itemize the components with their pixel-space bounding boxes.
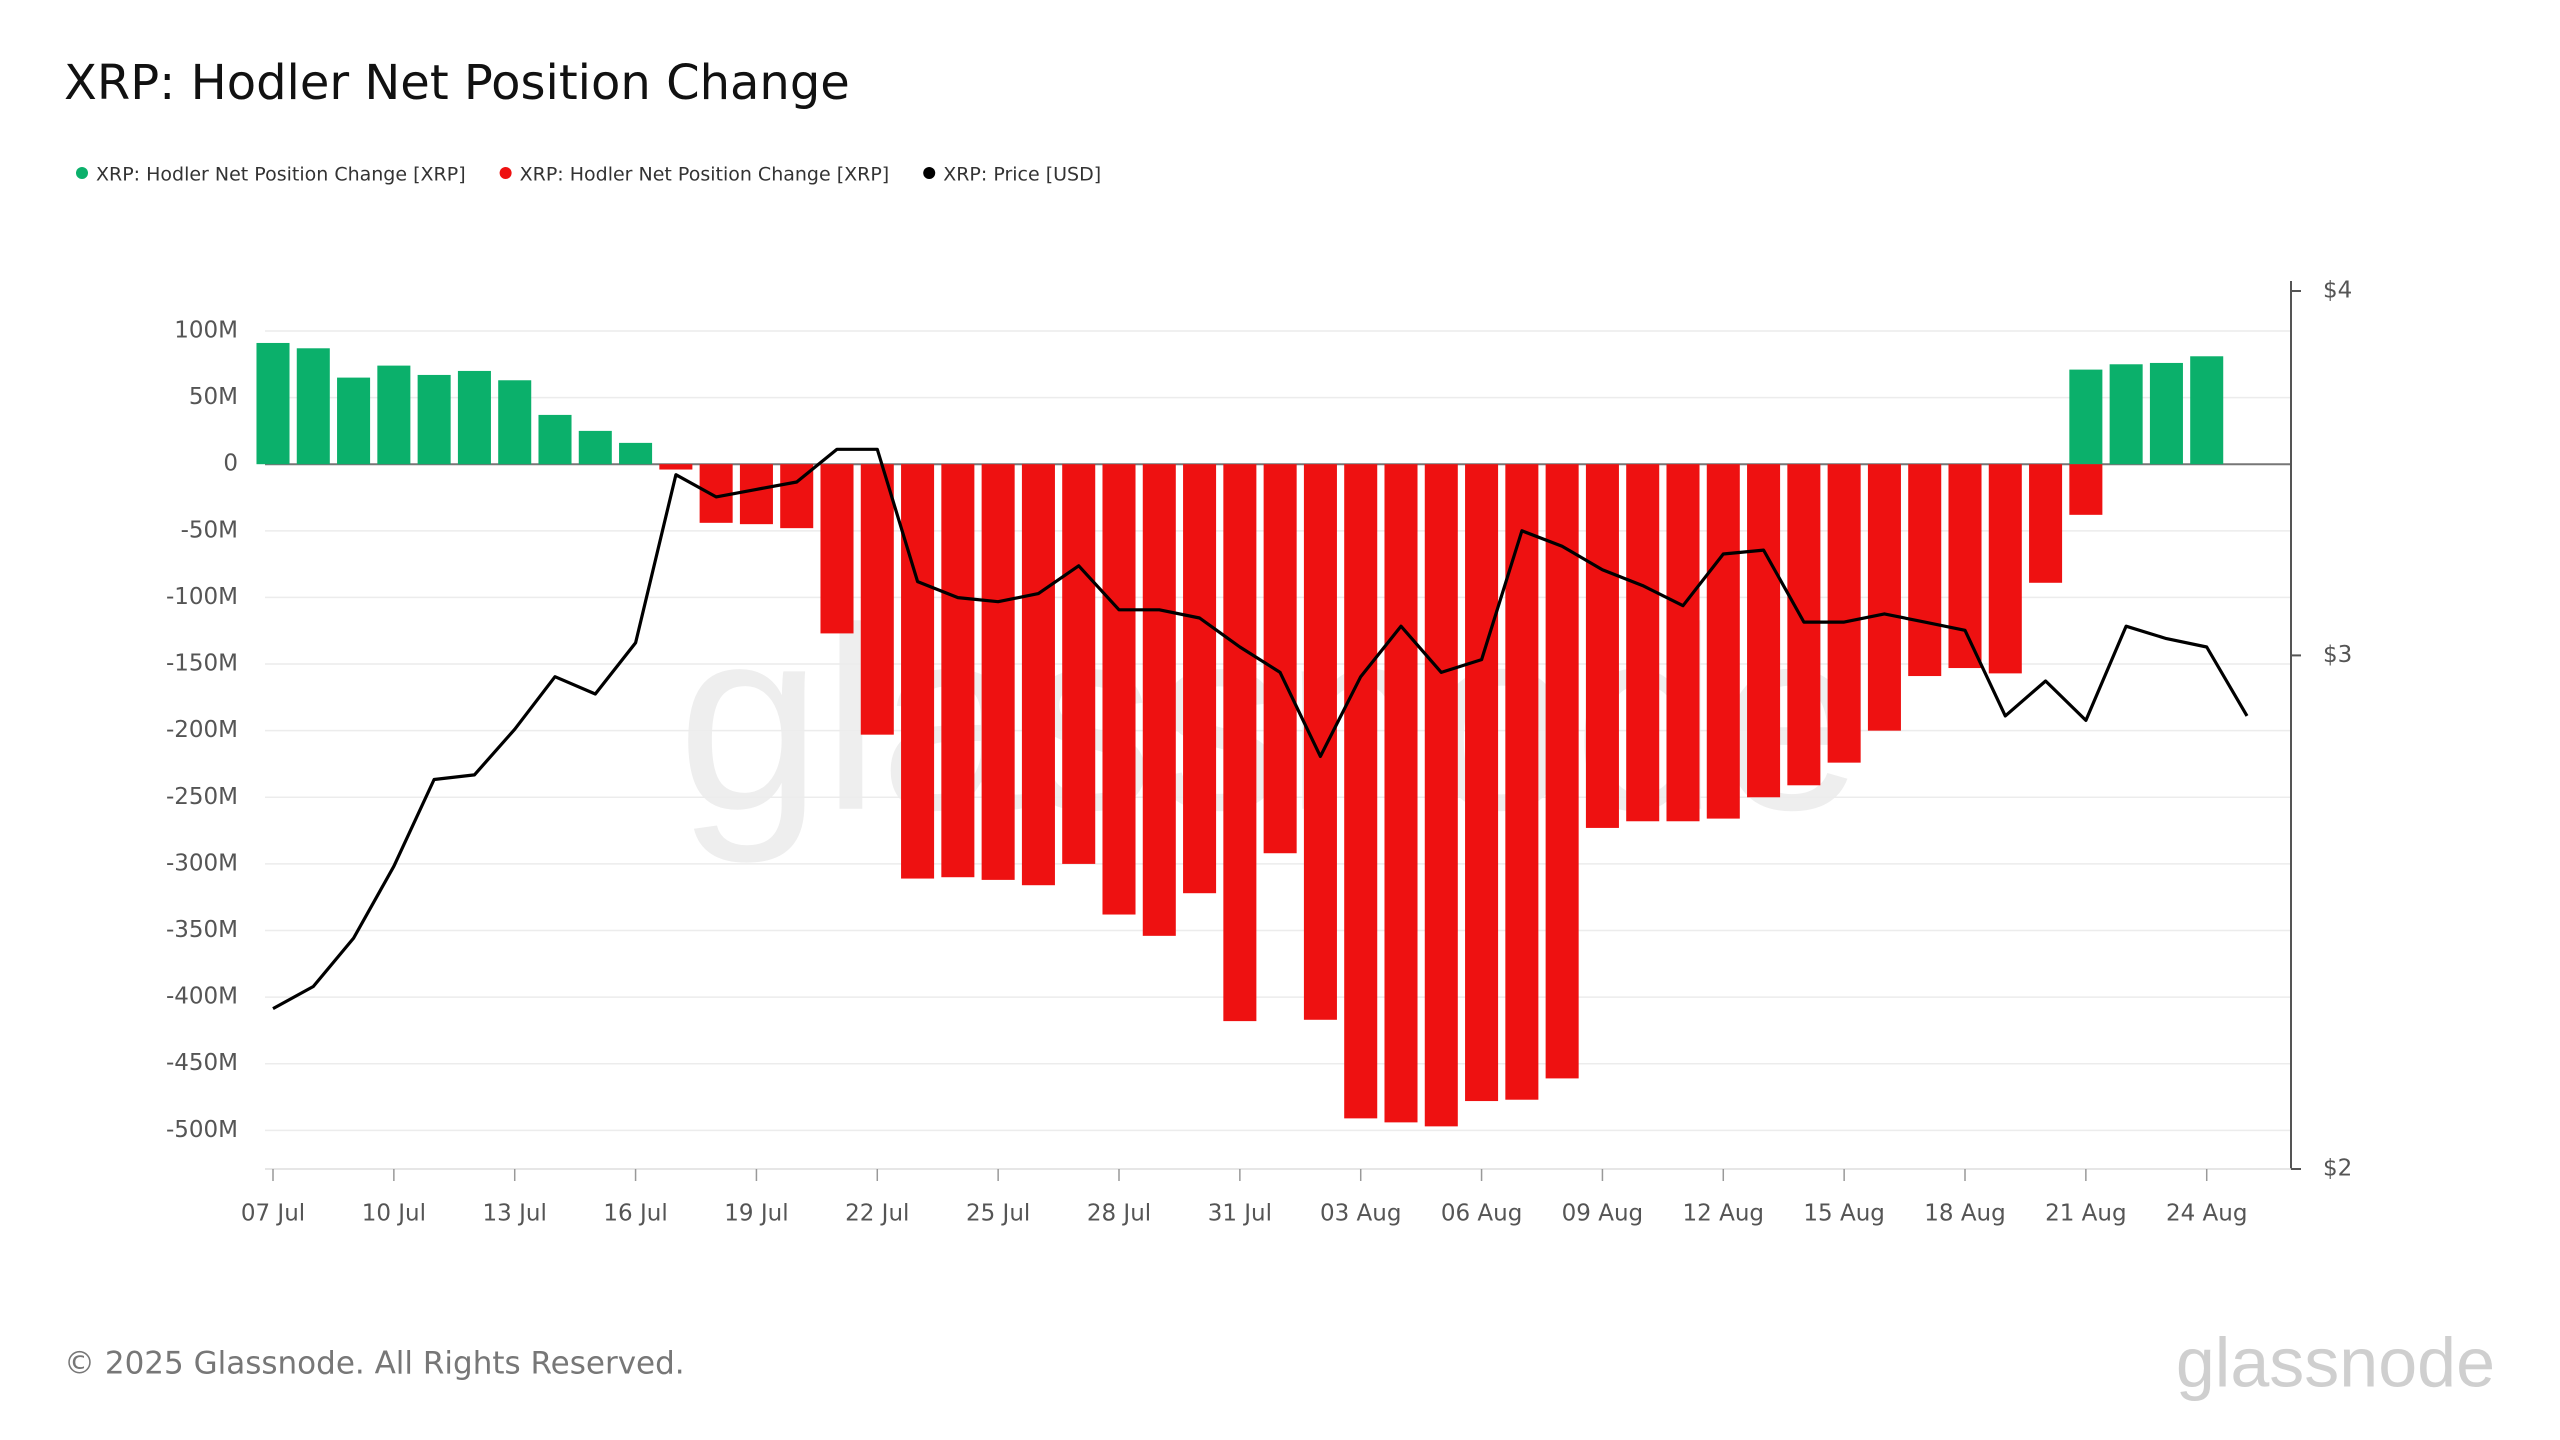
x-tick-label: 03 Aug (1320, 1201, 1402, 1227)
bar (1988, 464, 2022, 674)
bar (578, 430, 612, 465)
bar (1505, 464, 1539, 1100)
bar (457, 370, 491, 465)
bar (619, 442, 653, 465)
x-tick-label: 07 Jul (241, 1201, 305, 1227)
legend: XRP: Hodler Net Position Change [XRP] XRP… (76, 164, 1101, 186)
bar (2190, 356, 2224, 465)
legend-marker (76, 167, 88, 179)
y-tick-label: -250M (166, 784, 238, 810)
x-tick-label: 25 Jul (966, 1201, 1030, 1227)
bar (1384, 464, 1418, 1123)
legend-label: XRP: Price [USD] (943, 164, 1101, 186)
y-tick-label: -300M (166, 850, 238, 876)
y-tick-label: 50M (189, 384, 238, 410)
chart-title: XRP: Hodler Net Position Change (64, 55, 850, 111)
bar (1747, 464, 1781, 798)
legend-marker (923, 167, 936, 179)
bar (296, 348, 330, 465)
bar (1183, 464, 1217, 894)
x-tick-label: 31 Jul (1208, 1201, 1272, 1227)
legend-label: XRP: Hodler Net Position Change [XRP] (520, 164, 890, 186)
bar (256, 342, 290, 465)
bar (1908, 464, 1942, 677)
x-tick-label: 22 Jul (845, 1201, 909, 1227)
bar (1344, 464, 1378, 1119)
bar (2149, 362, 2183, 465)
bar (901, 464, 935, 879)
bar (1303, 464, 1337, 1020)
bar (1948, 464, 1982, 669)
y-tick-label: -50M (181, 517, 238, 543)
x-tick-label: 15 Aug (1803, 1201, 1885, 1227)
y-tick-label: -450M (166, 1050, 238, 1076)
legend-marker (499, 167, 512, 179)
bar (860, 464, 894, 735)
legend-label: XRP: Hodler Net Position Change [XRP] (96, 164, 466, 186)
y-tick-label: -100M (166, 584, 238, 610)
bar (941, 464, 975, 878)
bar (337, 377, 371, 465)
y2-tick-label: $2 (2323, 1156, 2352, 1182)
bar (1102, 464, 1136, 915)
bar (1787, 464, 1821, 786)
bar (1263, 464, 1297, 854)
bar (1585, 464, 1619, 828)
bar (739, 464, 773, 525)
y-tick-label: -350M (166, 917, 238, 943)
bar (538, 414, 572, 465)
logo: glassnode (2176, 1323, 2495, 1401)
bar (1827, 464, 1861, 763)
x-tick-label: 18 Aug (1924, 1201, 2006, 1227)
bar (1223, 464, 1257, 1022)
y-tick-label: -200M (166, 717, 238, 743)
bar (377, 365, 411, 465)
bar (1545, 464, 1579, 1079)
bar (1666, 464, 1700, 822)
y-tick-label: 100M (174, 317, 238, 343)
bar (417, 374, 451, 465)
x-tick-label: 13 Jul (483, 1201, 547, 1227)
x-tick-label: 28 Jul (1087, 1201, 1151, 1227)
x-tick-label: 06 Aug (1441, 1201, 1523, 1227)
bar (1424, 464, 1458, 1127)
y-tick-label: 0 (223, 451, 238, 477)
bar (1706, 464, 1740, 819)
x-tick-label: 12 Aug (1683, 1201, 1765, 1227)
y2-tick-label: $3 (2323, 642, 2352, 668)
bar (1465, 464, 1499, 1102)
bar (659, 464, 693, 470)
bar (2069, 464, 2103, 515)
bar (820, 464, 854, 634)
y-tick-label: -150M (166, 651, 238, 677)
x-tick-label: 24 Aug (2166, 1201, 2248, 1227)
x-tick-label: 10 Jul (362, 1201, 426, 1227)
x-tick-label: 19 Jul (724, 1201, 788, 1227)
x-tick-label: 16 Jul (603, 1201, 667, 1227)
price-line (272, 447, 2249, 1011)
y-tick-label: -400M (166, 984, 238, 1010)
x-tick-label: 21 Aug (2045, 1201, 2127, 1227)
bar (1062, 464, 1096, 864)
bar (981, 464, 1015, 880)
y-tick-label: -500M (166, 1117, 238, 1143)
copyright: © 2025 Glassnode. All Rights Reserved. (64, 1346, 685, 1382)
x-tick-label: 09 Aug (1562, 1201, 1644, 1227)
bar (1021, 464, 1055, 886)
bar (498, 380, 532, 465)
y2-tick-label: $4 (2323, 278, 2352, 304)
bar (2069, 369, 2103, 465)
bar (1142, 464, 1176, 936)
bar (2029, 464, 2063, 583)
bar (1867, 464, 1901, 731)
bar (2109, 364, 2143, 465)
bar (1626, 464, 1660, 822)
